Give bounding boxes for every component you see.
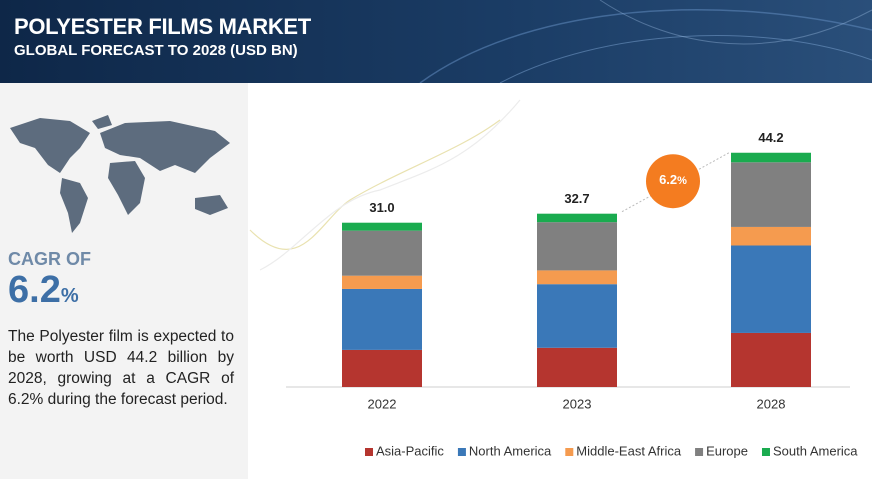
bar-segment — [342, 222, 422, 231]
growth-arrow — [621, 152, 730, 213]
description: The Polyester film is expected to be wor… — [8, 328, 234, 408]
bar-segment — [342, 288, 422, 350]
cagr-badge — [646, 154, 700, 209]
bar-segment — [537, 222, 617, 271]
cagr-badge-unit: % — [677, 175, 687, 187]
x-tick-label: 2023 — [563, 396, 592, 411]
decor-curve — [249, 119, 501, 251]
x-tick-label: 2022 — [368, 396, 397, 411]
cagr-number: 6.2 — [8, 269, 61, 311]
legend-label: Middle-East Africa — [576, 443, 682, 458]
total-label: 44.2 — [758, 130, 783, 145]
legend-label: Asia-Pacific — [376, 443, 444, 458]
header-decoration — [419, 0, 872, 83]
header: POLYESTER FILMS MARKET GLOBAL FORECAST T… — [0, 0, 872, 83]
legend-swatch — [761, 448, 770, 456]
cagr-value: 6.2% — [8, 269, 79, 312]
bar-segment — [537, 270, 617, 285]
cagr-badge-label: 6.2% — [659, 173, 687, 188]
sidebar: CAGR OF 6.2% The Polyester film is expec… — [0, 83, 248, 479]
subtitle: GLOBAL FORECAST TO 2028 (USD BN) — [14, 42, 298, 59]
bar-segment — [342, 349, 422, 387]
bar-segment — [537, 213, 617, 223]
legend-swatch — [695, 448, 704, 456]
bar-segment — [537, 347, 617, 387]
world-map — [10, 115, 230, 233]
bar-segment — [731, 152, 811, 163]
bar-segment — [731, 162, 811, 227]
legend-label: South America — [773, 443, 858, 458]
legend-swatch — [365, 448, 373, 456]
bar-segment — [731, 245, 811, 333]
cagr-badge-value: 6.2 — [659, 173, 677, 188]
legend-swatch — [565, 448, 574, 456]
total-label: 31.0 — [369, 200, 394, 215]
bar-segment — [342, 230, 422, 276]
cagr-label: CAGR OF — [8, 249, 91, 269]
legend-label: North America — [469, 443, 552, 458]
bar-segment — [731, 332, 811, 387]
bar-segment — [342, 275, 422, 289]
cagr-unit: % — [60, 285, 79, 307]
legend-label: Europe — [706, 443, 748, 458]
bar-segment — [537, 284, 617, 348]
bar-segment — [731, 226, 811, 246]
legend-swatch — [457, 448, 466, 456]
decor-curve — [259, 99, 521, 271]
x-tick-label: 2028 — [757, 396, 786, 411]
title: POLYESTER FILMS MARKET — [14, 14, 311, 39]
total-label: 32.7 — [564, 191, 589, 206]
